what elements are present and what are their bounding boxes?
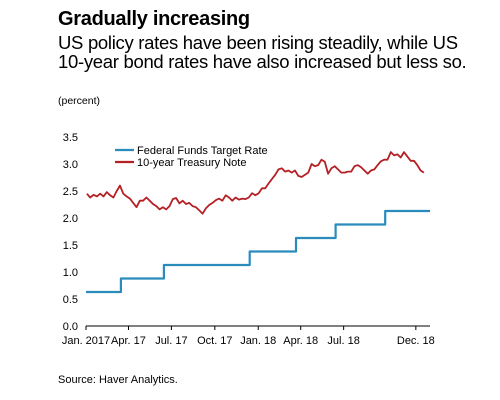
x-tick-label: Jul. 18 bbox=[327, 335, 359, 347]
y-unit-label: (percent) bbox=[58, 95, 101, 107]
y-tick-label: 0.5 bbox=[63, 294, 78, 306]
y-tick-label: 1.5 bbox=[63, 240, 78, 252]
x-tick-label: Jan. 18 bbox=[240, 335, 276, 347]
x-tick-label: Apr. 18 bbox=[283, 335, 318, 347]
y-tick-label: 2.0 bbox=[63, 213, 78, 225]
y-tick-label: 2.5 bbox=[63, 186, 78, 198]
series-layer bbox=[86, 151, 430, 294]
chart-subtitle: US policy rates have been rising steadil… bbox=[58, 32, 467, 72]
source-note: Source: Haver Analytics. bbox=[58, 374, 178, 386]
y-tick-label: 1.0 bbox=[63, 267, 78, 279]
chart-title: Gradually increasing bbox=[58, 8, 250, 30]
x-tick-label: Jul. 17 bbox=[155, 335, 187, 347]
x-axis-ticks: Jan. 2017 Apr. 17 Jul. 17 Oct. 17 Jan. 18 Apr… bbox=[62, 326, 435, 347]
fed-funds-rate-line bbox=[86, 209, 430, 294]
x-tick-label: Oct. 17 bbox=[197, 335, 232, 347]
y-tick-label: 3.5 bbox=[63, 132, 78, 144]
x-tick-label: Apr. 17 bbox=[111, 335, 146, 347]
legend-label-treasury: 10-year Treasury Note bbox=[137, 157, 246, 169]
y-tick-label: 0.0 bbox=[63, 321, 78, 333]
legend-label-fed-funds: Federal Funds Target Rate bbox=[137, 145, 268, 157]
x-tick-label: Dec. 18 bbox=[397, 335, 435, 347]
y-tick-label: 3.0 bbox=[63, 159, 78, 171]
treasury-note-line bbox=[86, 151, 425, 215]
y-axis-ticks: 0.0 0.5 1.0 1.5 2.0 2.5 3.0 3.5 bbox=[63, 132, 78, 333]
x-tick-label: Jan. 2017 bbox=[62, 335, 110, 347]
